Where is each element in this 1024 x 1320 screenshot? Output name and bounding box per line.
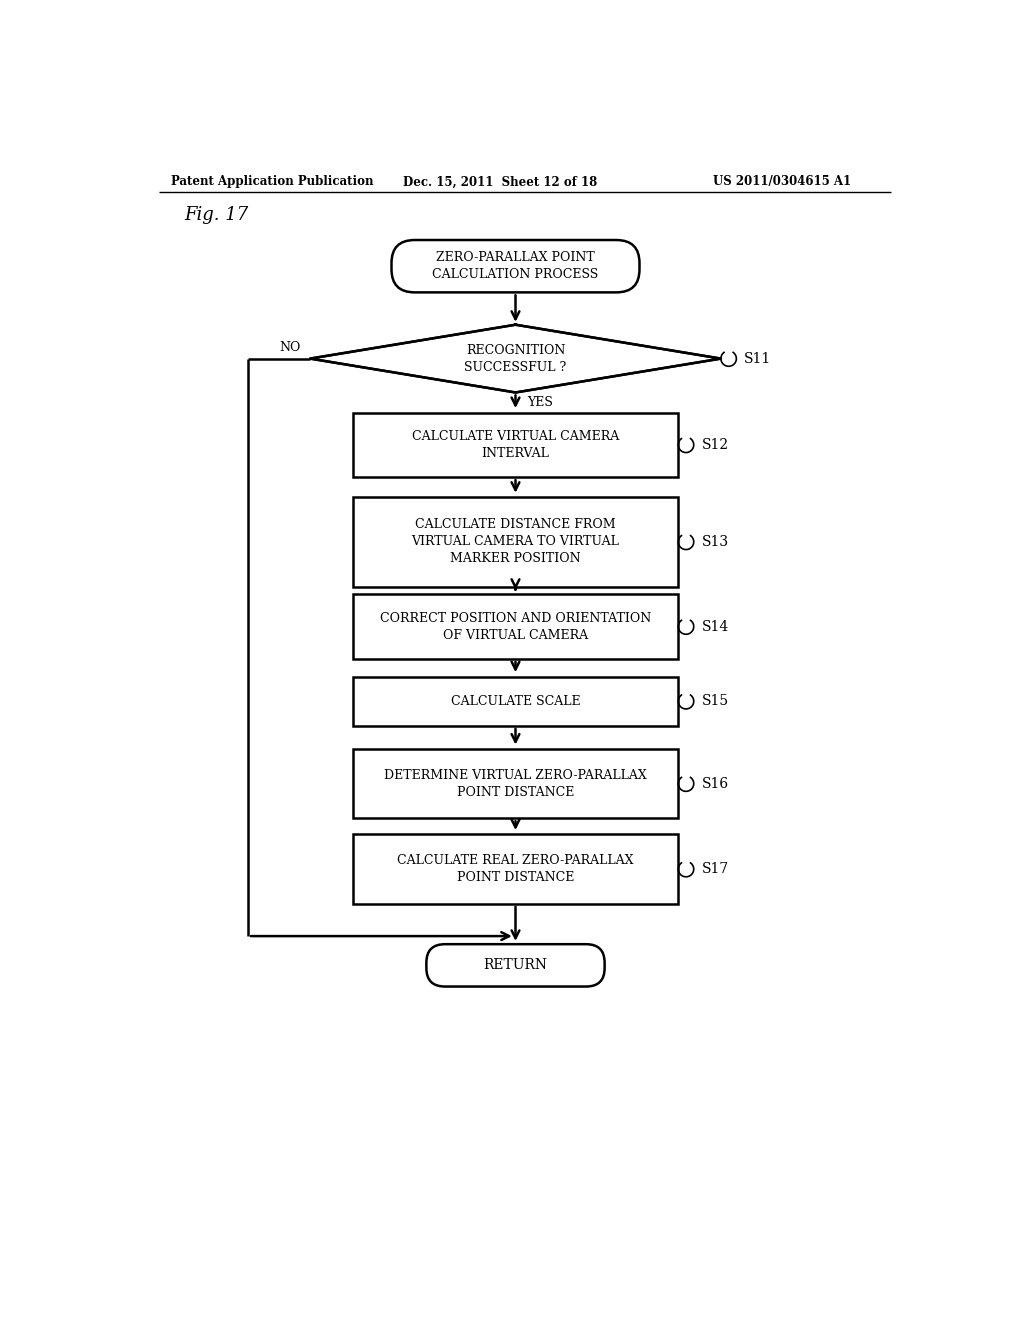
Text: YES: YES [527, 396, 553, 409]
Text: US 2011/0304615 A1: US 2011/0304615 A1 [713, 176, 851, 189]
Bar [352, 594, 678, 659]
Bar [352, 677, 678, 726]
Text: S17: S17 [701, 862, 729, 876]
Polygon shape [310, 325, 721, 392]
Text: S13: S13 [701, 535, 729, 549]
Bar [352, 413, 678, 478]
Text: DETERMINE VIRTUAL ZERO-PARALLAX
POINT DISTANCE: DETERMINE VIRTUAL ZERO-PARALLAX POINT DI… [384, 768, 647, 799]
Text: S16: S16 [701, 776, 729, 791]
Text: CORRECT POSITION AND ORIENTATION
OF VIRTUAL CAMERA: CORRECT POSITION AND ORIENTATION OF VIRT… [380, 611, 651, 642]
Text: CALCULATE VIRTUAL CAMERA
INTERVAL: CALCULATE VIRTUAL CAMERA INTERVAL [412, 430, 620, 459]
Text: RECOGNITION
SUCCESSFUL ?: RECOGNITION SUCCESSFUL ? [464, 343, 566, 374]
FancyBboxPatch shape [391, 240, 640, 293]
Text: S12: S12 [701, 438, 729, 451]
Text: CALCULATE DISTANCE FROM
VIRTUAL CAMERA TO VIRTUAL
MARKER POSITION: CALCULATE DISTANCE FROM VIRTUAL CAMERA T… [412, 519, 620, 565]
FancyBboxPatch shape [426, 944, 604, 986]
Bar [352, 834, 678, 904]
Text: Fig. 17: Fig. 17 [183, 206, 248, 224]
Bar [352, 748, 678, 818]
Text: Dec. 15, 2011  Sheet 12 of 18: Dec. 15, 2011 Sheet 12 of 18 [403, 176, 597, 189]
Text: S11: S11 [744, 351, 771, 366]
Text: S15: S15 [701, 694, 729, 709]
Text: Patent Application Publication: Patent Application Publication [171, 176, 373, 189]
Text: ZERO-PARALLAX POINT
CALCULATION PROCESS: ZERO-PARALLAX POINT CALCULATION PROCESS [432, 251, 599, 281]
Text: NO: NO [280, 341, 301, 354]
Text: CALCULATE SCALE: CALCULATE SCALE [451, 694, 581, 708]
Bar [352, 498, 678, 586]
Text: RETURN: RETURN [483, 958, 548, 973]
Text: S14: S14 [701, 619, 729, 634]
Text: CALCULATE REAL ZERO-PARALLAX
POINT DISTANCE: CALCULATE REAL ZERO-PARALLAX POINT DISTA… [397, 854, 634, 884]
